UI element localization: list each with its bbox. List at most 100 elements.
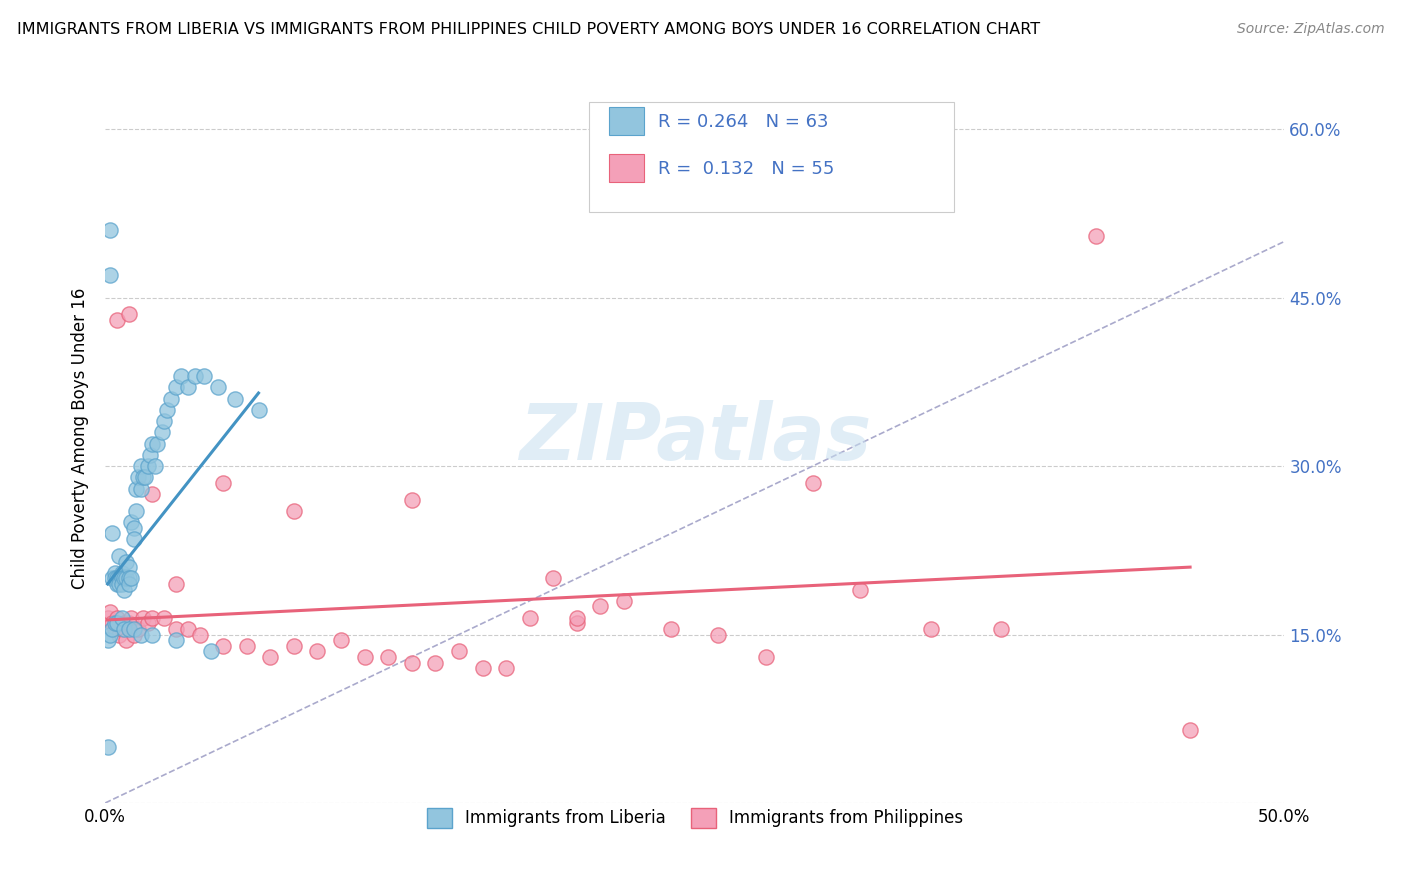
Point: [224, 392, 246, 406]
Point: [108, 571, 131, 585]
Point: [136, 616, 159, 631]
Point: [150, 425, 173, 440]
Point: [141, 436, 163, 450]
Point: [122, 622, 145, 636]
Point: [235, 639, 257, 653]
Point: [129, 482, 152, 496]
Point: [447, 644, 470, 658]
Point: [659, 622, 682, 636]
Point: [283, 504, 305, 518]
Point: [543, 571, 565, 585]
Point: [141, 627, 163, 641]
Point: [104, 571, 127, 585]
FancyBboxPatch shape: [609, 154, 644, 183]
Point: [111, 571, 134, 585]
Point: [401, 656, 423, 670]
Point: [165, 577, 187, 591]
Point: [330, 633, 353, 648]
Point: [115, 554, 138, 568]
Point: [118, 616, 141, 631]
Point: [112, 582, 135, 597]
Text: ZIPatlas: ZIPatlas: [519, 400, 870, 476]
Point: [132, 610, 155, 624]
Point: [129, 458, 152, 473]
Point: [377, 650, 399, 665]
Point: [247, 403, 270, 417]
Point: [283, 639, 305, 653]
Point: [108, 627, 131, 641]
FancyBboxPatch shape: [589, 103, 955, 211]
Point: [184, 369, 207, 384]
Point: [111, 566, 134, 580]
Point: [707, 627, 730, 641]
Point: [122, 627, 145, 641]
Point: [207, 380, 229, 394]
Point: [990, 622, 1012, 636]
Point: [259, 650, 281, 665]
Point: [129, 627, 152, 641]
Point: [153, 414, 176, 428]
Point: [920, 622, 942, 636]
Point: [565, 610, 588, 624]
Point: [120, 571, 142, 585]
Point: [105, 313, 128, 327]
Point: [112, 622, 135, 636]
Point: [153, 610, 176, 624]
Point: [425, 656, 447, 670]
Point: [155, 403, 177, 417]
Y-axis label: Child Poverty Among Boys Under 16: Child Poverty Among Boys Under 16: [72, 287, 89, 589]
Point: [160, 392, 183, 406]
Point: [127, 622, 149, 636]
Point: [141, 487, 163, 501]
Point: [104, 622, 127, 636]
Point: [111, 610, 134, 624]
Point: [104, 566, 127, 580]
Point: [98, 605, 121, 619]
Point: [118, 560, 141, 574]
Point: [105, 577, 128, 591]
Point: [165, 380, 187, 394]
Point: [98, 627, 121, 641]
Text: IMMIGRANTS FROM LIBERIA VS IMMIGRANTS FROM PHILIPPINES CHILD POVERTY AMONG BOYS : IMMIGRANTS FROM LIBERIA VS IMMIGRANTS FR…: [17, 22, 1040, 37]
Point: [101, 526, 124, 541]
Point: [200, 644, 222, 658]
Point: [193, 369, 215, 384]
Point: [519, 610, 541, 624]
Point: [471, 661, 494, 675]
Point: [97, 739, 120, 754]
Point: [101, 571, 124, 585]
Point: [146, 436, 169, 450]
Point: [120, 610, 142, 624]
Point: [139, 448, 162, 462]
Point: [136, 458, 159, 473]
Point: [105, 616, 128, 631]
Point: [98, 223, 121, 237]
Text: Source: ZipAtlas.com: Source: ZipAtlas.com: [1237, 22, 1385, 37]
Point: [122, 532, 145, 546]
Point: [105, 571, 128, 585]
Point: [118, 571, 141, 585]
Point: [112, 571, 135, 585]
Point: [127, 470, 149, 484]
Point: [118, 622, 141, 636]
Point: [112, 616, 135, 631]
Point: [115, 633, 138, 648]
Point: [589, 599, 612, 614]
Text: R =  0.132   N = 55: R = 0.132 N = 55: [658, 161, 835, 178]
Point: [212, 639, 235, 653]
Point: [125, 482, 148, 496]
Point: [111, 622, 134, 636]
Point: [165, 622, 187, 636]
Point: [177, 622, 200, 636]
Point: [565, 616, 588, 631]
FancyBboxPatch shape: [609, 106, 644, 135]
Point: [307, 644, 329, 658]
Point: [801, 475, 824, 490]
Point: [141, 610, 163, 624]
Point: [108, 549, 131, 563]
Point: [118, 577, 141, 591]
Point: [101, 616, 124, 631]
Point: [125, 504, 148, 518]
Point: [122, 521, 145, 535]
Point: [849, 582, 872, 597]
